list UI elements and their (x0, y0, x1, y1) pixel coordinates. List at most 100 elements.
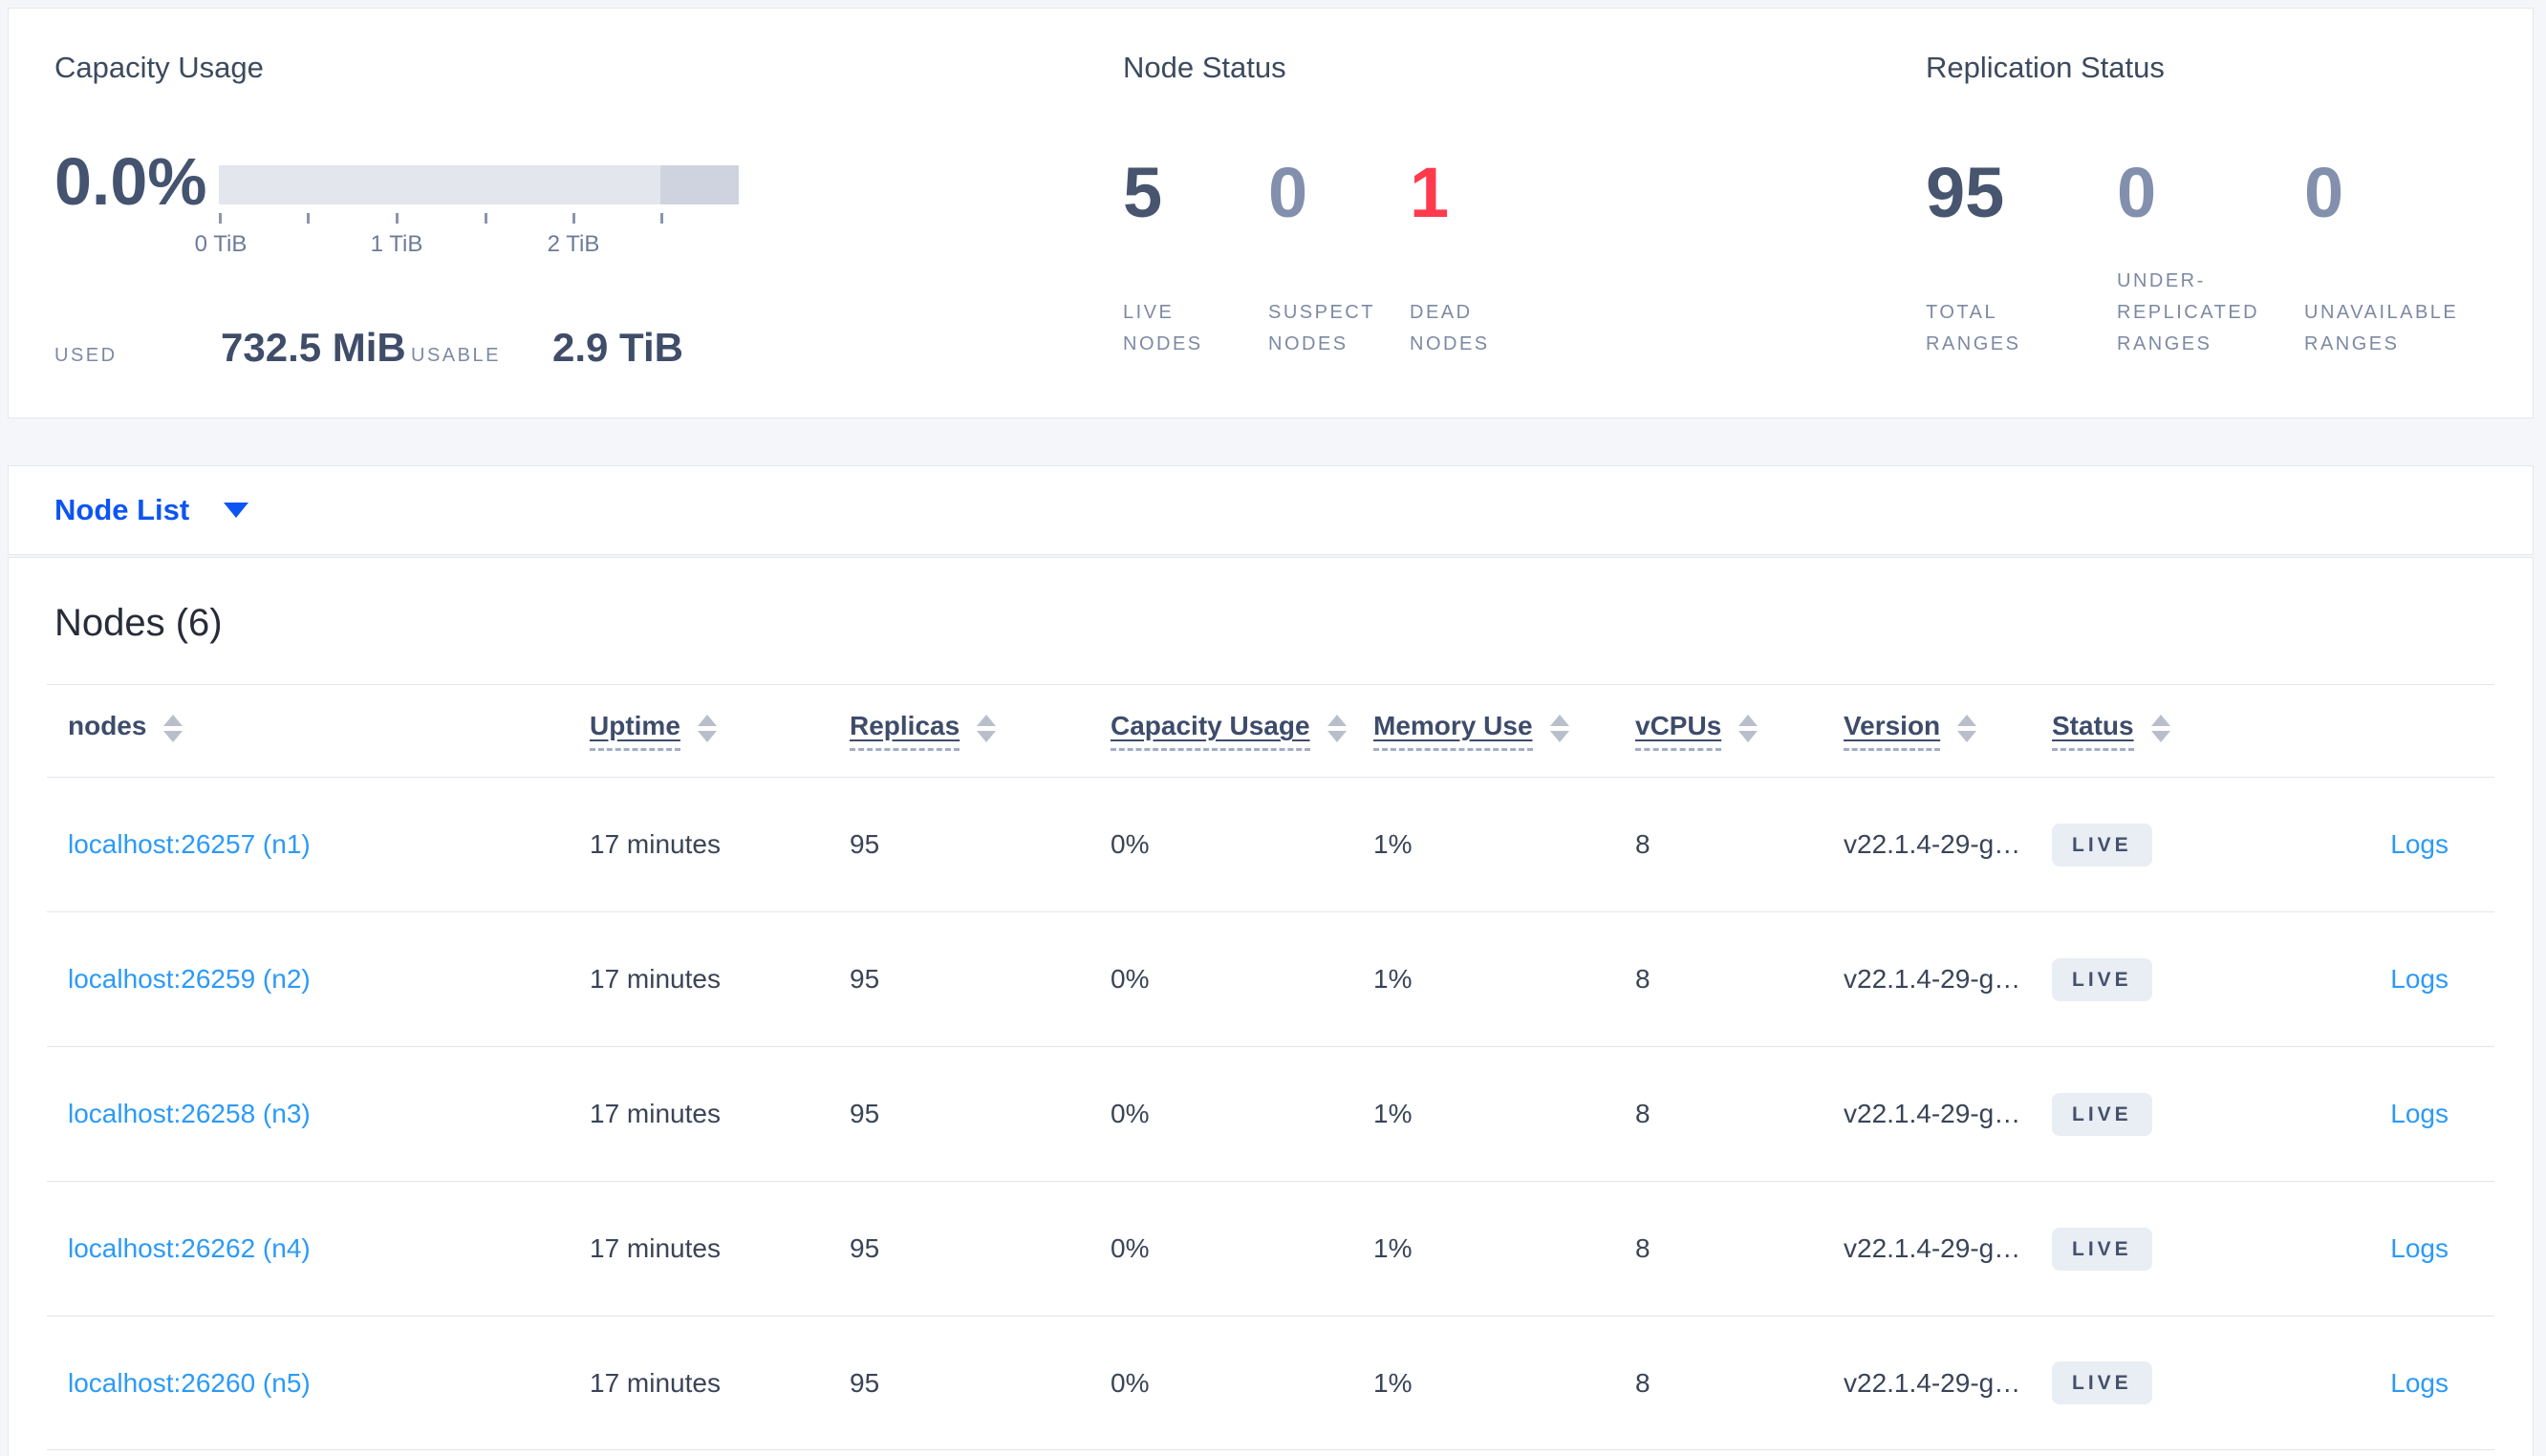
sort-icon[interactable] (1549, 714, 1569, 742)
nodes-table-panel: Nodes (6) nodes Uptime Replicas Capacity… (8, 557, 2534, 1456)
column-header-status[interactable]: Status (2052, 711, 2245, 751)
column-header-memory-use[interactable]: Memory Use (1373, 711, 1635, 751)
status-cell: LIVE (2052, 823, 2245, 867)
capacity-usage-title: Capacity Usage (54, 51, 264, 84)
sort-icon[interactable] (697, 714, 717, 742)
node-link[interactable]: localhost:26260 (n5) (68, 1367, 311, 1398)
column-header-uptime[interactable]: Uptime (590, 711, 850, 751)
logs-link[interactable]: Logs (2390, 1367, 2449, 1398)
axis-label: 0 TiB (194, 231, 248, 257)
table-row: localhost:26262 (n4) 17 minutes 95 0% 1%… (47, 1181, 2494, 1316)
sort-icon[interactable] (1957, 714, 1977, 742)
uptime-cell: 17 minutes (590, 829, 721, 859)
node-list-dropdown[interactable]: Node List (54, 493, 249, 527)
column-header-label: Capacity Usage (1111, 711, 1310, 751)
status-badge: LIVE (2052, 823, 2152, 867)
unavailable-ranges-count: 0 (2304, 153, 2344, 232)
version-cell: v22.1.4-29-g… (1844, 964, 2021, 994)
status-badge: LIVE (2052, 957, 2152, 1001)
replicas-cell: 95 (850, 1099, 880, 1128)
uptime-cell: 17 minutes (590, 1099, 721, 1128)
table-row: localhost:26258 (n3) 17 minutes 95 0% 1%… (47, 1046, 2494, 1181)
status-cell: LIVE (2052, 957, 2245, 1001)
status-badge: LIVE (2052, 1092, 2152, 1136)
vcpus-cell: 8 (1635, 1233, 1651, 1263)
capacity-cell: 0% (1111, 1099, 1150, 1128)
status-badge: LIVE (2052, 1227, 2152, 1271)
memory-cell: 1% (1373, 1233, 1413, 1263)
total-ranges-label: TOTAL RANGES (1926, 302, 2021, 354)
node-link[interactable]: localhost:26262 (n4) (68, 1233, 311, 1263)
capacity-axis-ticks (219, 213, 739, 225)
sort-icon[interactable] (1327, 714, 1347, 742)
used-label: USED (54, 345, 118, 366)
suspect-nodes-label: SUSPECT NODES (1268, 302, 1375, 354)
memory-cell: 1% (1373, 1099, 1413, 1128)
memory-cell: 1% (1373, 1367, 1413, 1398)
logs-cell: Logs (2245, 964, 2494, 995)
column-header-label: vCPUs (1635, 711, 1722, 751)
capacity-cell: 0% (1111, 964, 1150, 994)
capacity-bar (219, 165, 739, 204)
logs-link[interactable]: Logs (2390, 1233, 2449, 1263)
logs-link[interactable]: Logs (2390, 829, 2449, 859)
version-cell: v22.1.4-29-g… (1844, 1367, 2021, 1398)
replication-status-section: Replication Status 95 TOTAL RANGES 0 UND… (1926, 9, 2487, 418)
column-header-nodes[interactable]: nodes (47, 711, 590, 751)
dead-nodes-label: DEAD NODES (1410, 302, 1490, 354)
unavailable-ranges-label: UNAVAILABLE RANGES (2304, 302, 2459, 354)
node-link[interactable]: localhost:26257 (n1) (68, 829, 311, 859)
column-header-vcpus[interactable]: vCPUs (1635, 711, 1844, 751)
uptime-cell: 17 minutes (590, 964, 721, 994)
sort-icon[interactable] (1738, 714, 1758, 742)
sort-icon[interactable] (977, 714, 997, 742)
live-nodes-label: LIVE NODES (1123, 302, 1203, 354)
replicas-cell: 95 (850, 1367, 880, 1398)
capacity-axis-labels: 0 TiB 1 TiB 2 TiB (195, 231, 739, 260)
node-link[interactable]: localhost:26258 (n3) (68, 1099, 311, 1128)
capacity-cell: 0% (1111, 1367, 1150, 1398)
logs-link[interactable]: Logs (2390, 964, 2449, 994)
column-header-label: Version (1844, 711, 1941, 751)
live-nodes-count: 5 (1123, 153, 1163, 232)
table-row: localhost:26259 (n2) 17 minutes 95 0% 1%… (47, 911, 2494, 1046)
status-cell: LIVE (2052, 1227, 2245, 1271)
nodes-panel-title: Nodes (6) (54, 602, 223, 644)
memory-cell: 1% (1373, 964, 1413, 994)
version-cell: v22.1.4-29-g… (1844, 1099, 2021, 1128)
view-selector-bar: Node List (8, 465, 2534, 555)
node-link[interactable]: localhost:26259 (n2) (68, 964, 311, 994)
capacity-cell: 0% (1111, 829, 1150, 859)
logs-cell: Logs (2245, 829, 2494, 860)
logs-cell: Logs (2245, 1099, 2494, 1129)
dead-nodes-count: 1 (1410, 153, 1450, 232)
column-header-label: nodes (68, 711, 147, 740)
replicas-cell: 95 (850, 829, 880, 859)
capacity-percent: 0.0% (54, 144, 207, 219)
status-badge: LIVE (2052, 1361, 2152, 1404)
uptime-cell: 17 minutes (590, 1367, 721, 1398)
capacity-usage-section: Capacity Usage 0.0% 0 TiB 1 TiB 2 TiB US… (54, 9, 1123, 418)
under-replicated-ranges-count: 0 (2117, 153, 2157, 232)
column-header-version[interactable]: Version (1844, 711, 2052, 751)
sort-icon[interactable] (163, 714, 183, 742)
node-list-dropdown-label: Node List (54, 493, 190, 526)
suspect-nodes-count: 0 (1268, 153, 1308, 232)
capacity-gauge: 0 TiB 1 TiB 2 TiB (195, 165, 739, 260)
column-header-label: Status (2052, 711, 2134, 751)
uptime-cell: 17 minutes (590, 1233, 721, 1263)
column-header-replicas[interactable]: Replicas (850, 711, 1111, 751)
vcpus-cell: 8 (1635, 1367, 1651, 1398)
sort-icon[interactable] (2150, 714, 2170, 742)
logs-link[interactable]: Logs (2390, 1099, 2449, 1128)
vcpus-cell: 8 (1635, 829, 1651, 859)
usable-value: 2.9 TiB (552, 325, 683, 370)
column-header-capacity-usage[interactable]: Capacity Usage (1111, 711, 1373, 751)
capacity-cell: 0% (1111, 1233, 1150, 1263)
replication-status-title: Replication Status (1926, 51, 2165, 84)
axis-label: 2 TiB (547, 231, 600, 257)
usable-label: USABLE (411, 345, 501, 366)
memory-cell: 1% (1373, 829, 1413, 859)
capacity-bar-reserved-segment (660, 165, 739, 204)
node-status-title: Node Status (1123, 51, 1286, 84)
